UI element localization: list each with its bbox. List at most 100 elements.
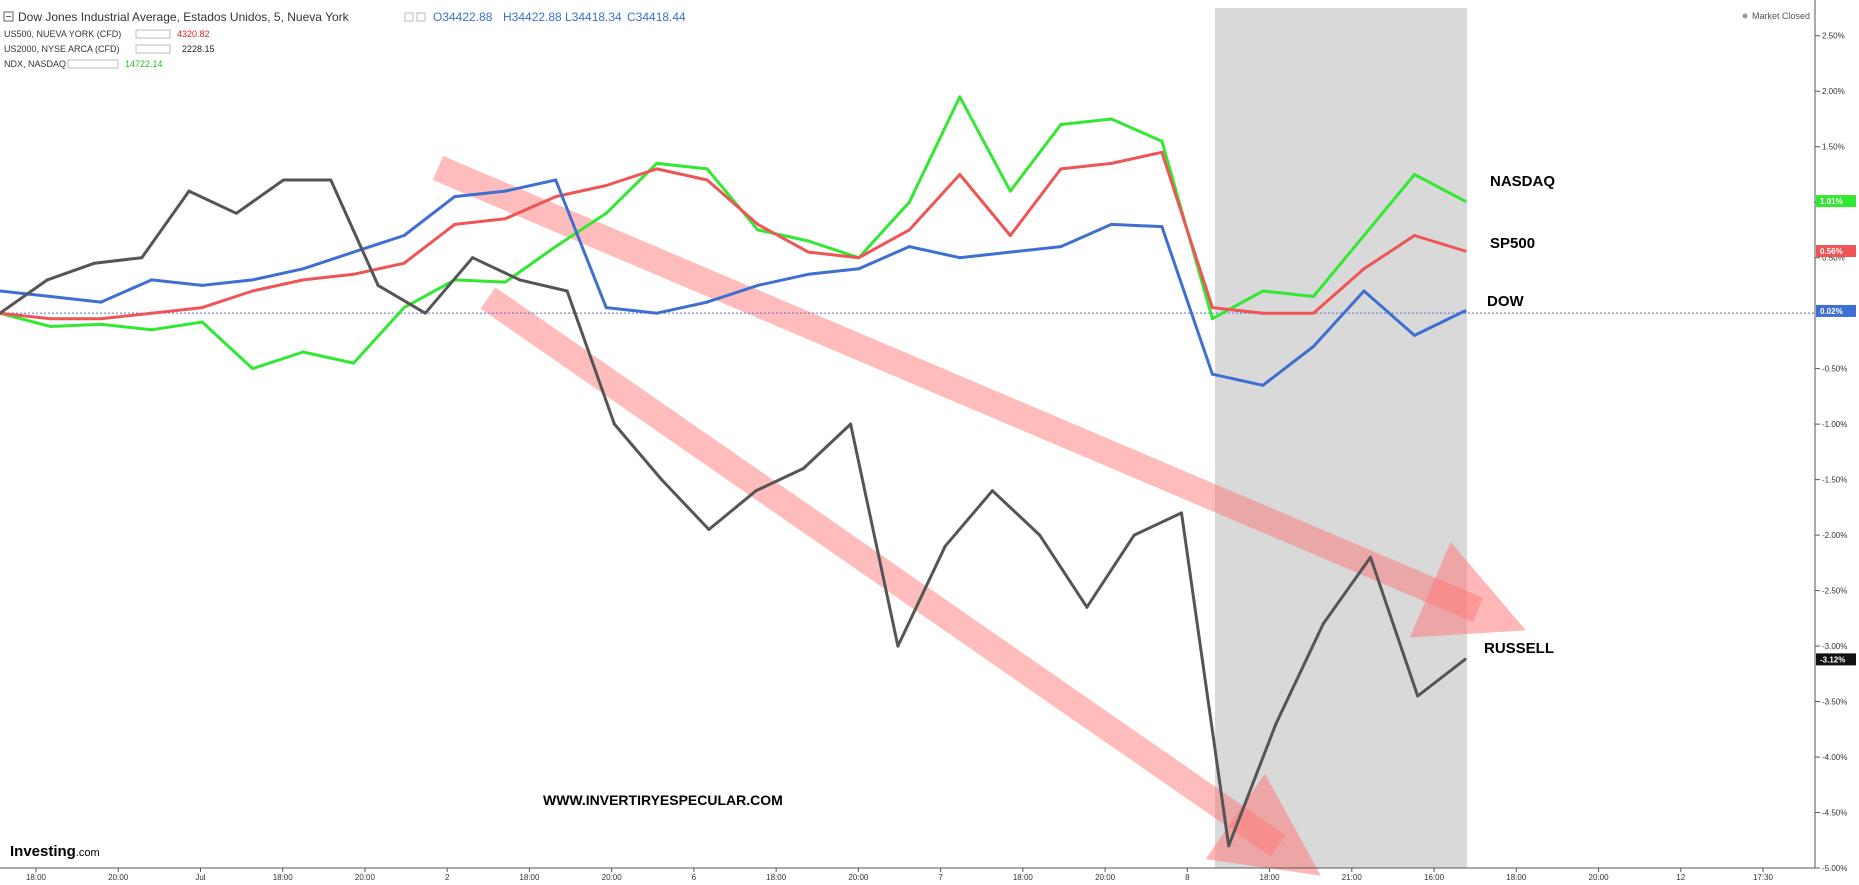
sp500-label: SP500 [1490,235,1535,252]
legend-panel: Dow Jones Industrial Average, Estados Un… [3,10,686,69]
dow-point [402,233,406,237]
russell-point [707,528,711,532]
russell-point [45,278,49,282]
russell-point [518,278,522,282]
sp500-point [352,272,356,276]
y-tick-label: -5.00% [1822,864,1847,873]
dow-point [49,295,53,299]
series-layer [0,95,1467,848]
dow-point [301,267,305,271]
nasdaq-series-line [0,95,1466,371]
x-tick-label: 20:00 [602,873,623,882]
sp500-point [806,250,810,254]
sp500-point [503,217,507,221]
legend-row-value: 4320.82 [177,29,210,39]
investing-logo-suffix: .com [76,847,100,859]
nasdaq-point [1412,172,1416,176]
dow-point [806,272,810,276]
nasdaq-point [1362,233,1366,237]
nasdaq-point [1210,317,1214,321]
russell-point [1227,844,1231,848]
legend-row-icons[interactable] [67,59,119,69]
main-symbol-name[interactable]: Dow Jones Industrial Average, Estados Un… [18,10,350,24]
y-tick-label: -0.50% [1822,365,1847,374]
x-tick-label: Jul [195,873,205,882]
x-tick-label: 8 [1185,873,1190,882]
x-tick-label: 18:00 [1506,873,1527,882]
russell-point [140,256,144,260]
sp500-point [453,222,457,226]
russell-point [0,311,2,315]
x-axis: 18:00 20:00 Jul 18:00 20:00 2 18:00 20:00 6 18:00… [26,868,1774,882]
market-status-dot [1742,13,1748,19]
russell-point [1416,694,1420,698]
dow-point [503,189,507,193]
legend-row-name[interactable]: US2000, NYSE ARCA (CFD) [4,44,120,54]
russell-point [612,422,616,426]
nasdaq-point [1463,199,1467,203]
nasdaq-point [402,306,406,310]
nasdaq-point [99,322,103,326]
russell-point [754,489,758,493]
dow-last-value: 0.02% [1820,307,1843,316]
x-tick-label: 18:00 [766,873,787,882]
x-tick-label: 18:00 [1260,873,1281,882]
upper-trend-arrow [432,156,1526,638]
legend-row-name[interactable]: US500, NUEVA YORK (CFD) [4,29,121,39]
nasdaq-point [958,95,962,99]
russell-point [423,311,427,315]
sp500-point [1362,267,1366,271]
sp500-point [251,289,255,293]
main-high: H34422.88 [503,10,562,24]
sp500-point [200,306,204,310]
main-open: O34422.88 [433,10,493,24]
dow-point [150,278,154,282]
dow-point [251,278,255,282]
sp500-point [1412,233,1416,237]
russell-point [471,256,475,260]
russell-point [990,489,994,493]
x-tick-label: 16:00 [1424,873,1445,882]
dow-label: DOW [1487,293,1525,310]
x-tick-label: 21:00 [1342,873,1363,882]
sp500-point [1109,161,1113,165]
sp500-point [99,317,103,321]
dow-point [1109,222,1113,226]
sp500-point [1059,167,1063,171]
legend-row-icons[interactable] [135,44,171,54]
sp500-point [604,184,608,188]
nasdaq-point [1008,189,1012,193]
legend-row-name[interactable]: NDX, NASDAQ [4,59,66,69]
dow-point [200,283,204,287]
legend-visibility-icon[interactable] [416,12,426,22]
dow-point [958,256,962,260]
collapse-legend-icon[interactable] [3,11,14,22]
nasdaq-point [705,167,709,171]
nasdaq-point [756,228,760,232]
russell-point [234,211,238,215]
dow-point [0,289,2,293]
nasdaq-last-value: 1.01% [1820,197,1843,206]
sp500-point [958,172,962,176]
x-tick-label: 20:00 [108,873,129,882]
nasdaq-point [200,320,204,324]
russell-point [1132,533,1136,537]
russell-point [1179,511,1183,515]
dow-point [907,245,911,249]
x-tick-label: 6 [692,873,697,882]
sp500-point [1008,233,1012,237]
russell-point [1038,533,1042,537]
nasdaq-point [907,200,911,204]
dow-point [1008,250,1012,254]
x-tick-label: 7 [938,873,943,882]
legend-row-icons[interactable] [135,29,171,39]
dow-point [1412,333,1416,337]
watermark: WWW.INVERTIRYESPECULAR.COM [543,792,783,808]
y-tick-label: -3.50% [1822,698,1847,707]
nasdaq-point [1261,289,1265,293]
market-status: Market Closed [1752,11,1810,21]
sp500-last-value: 0.56% [1820,247,1843,256]
investing-logo: Investing.com [10,843,100,860]
legend-settings-icon[interactable] [404,12,414,22]
